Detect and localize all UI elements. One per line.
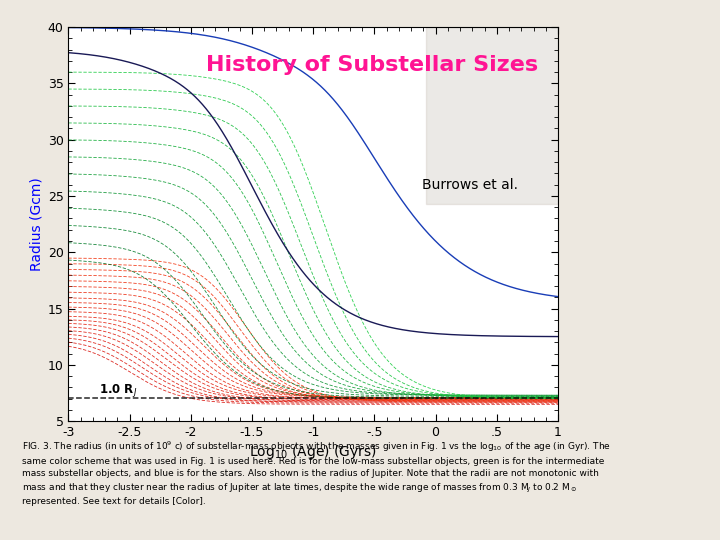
Text: Burrows et al.: Burrows et al. bbox=[422, 178, 518, 192]
Y-axis label: Radius (Gcm): Radius (Gcm) bbox=[30, 177, 43, 271]
Text: History of Substellar Sizes: History of Substellar Sizes bbox=[206, 55, 538, 75]
Text: 1.0 R$_J$: 1.0 R$_J$ bbox=[99, 382, 138, 399]
X-axis label: Log$_{10}$ (Age) (Gyrs): Log$_{10}$ (Age) (Gyrs) bbox=[249, 443, 377, 461]
Bar bbox=[426, 27, 558, 204]
Text: FIG. 3. The radius (in units of $10^9$ c) of substellar-mass objects with the ma: FIG. 3. The radius (in units of $10^9$ c… bbox=[22, 440, 611, 507]
